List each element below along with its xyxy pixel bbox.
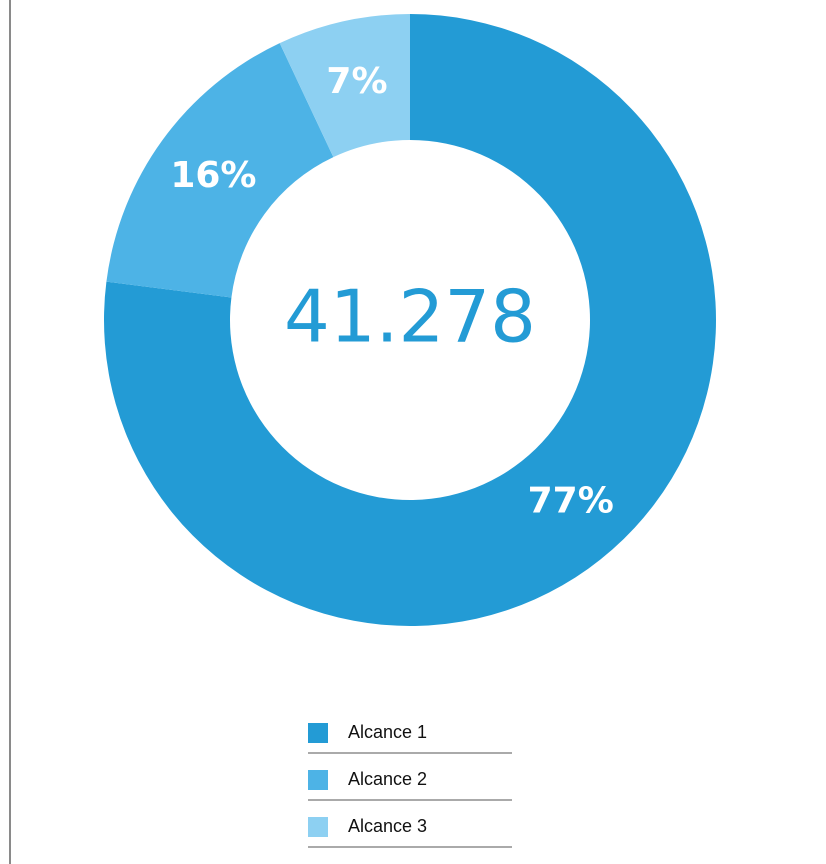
legend-swatch (308, 770, 328, 790)
slice-label: 16% (170, 155, 256, 196)
donut-slice (279, 14, 410, 158)
legend-swatch (308, 723, 328, 743)
legend-label: Alcance 3 (348, 816, 427, 836)
slice-label: 7% (326, 61, 387, 102)
donut-slice (106, 43, 334, 298)
center-label: 41.278 (284, 275, 536, 359)
donut-slice (104, 14, 717, 626)
legend-swatch (308, 817, 328, 837)
slice-label: 77% (528, 480, 614, 521)
legend-label: Alcance 2 (348, 769, 427, 789)
legend-label: Alcance 1 (348, 722, 427, 742)
